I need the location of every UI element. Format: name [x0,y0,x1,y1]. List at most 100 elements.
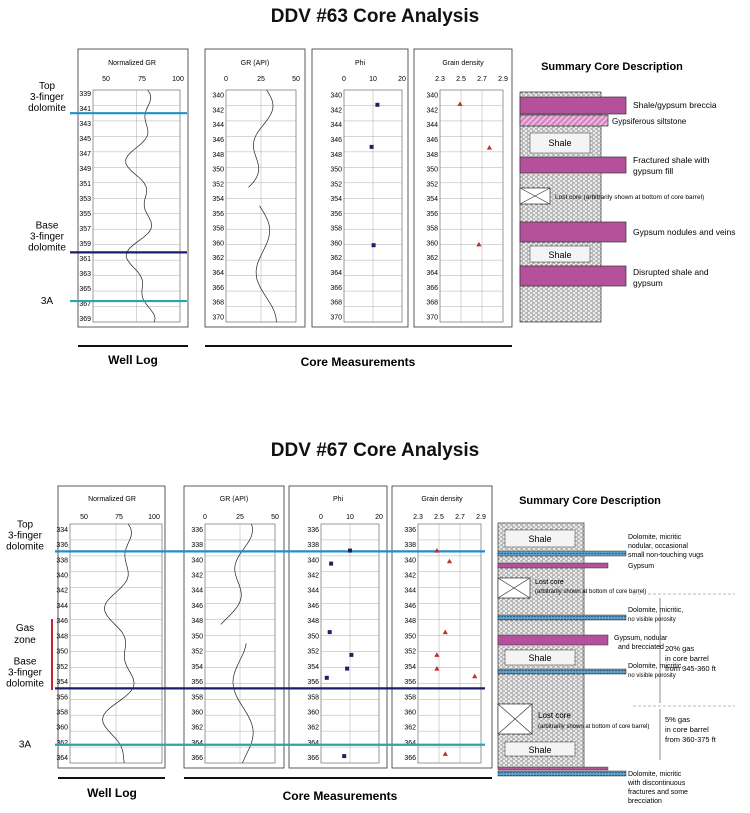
gd-title: Grain density [442,60,484,67]
depth-tick-label: 340 [426,93,438,100]
depth-tick-label: 348 [404,618,416,625]
marker-labels: Top 3-finger dolomite Base 3-finger dolomite 3… [28,81,66,307]
depth-tick-label: 350 [404,633,416,640]
depth-tick-label: 342 [307,572,319,579]
depth-tick-label: 358 [307,694,319,701]
gr-plot [225,89,297,323]
depth-tick-label: 346 [307,603,319,610]
grain-density-point [486,145,492,150]
analysis-title: DDV #63 Core Analysis [271,6,479,27]
depth-tick-label: 338 [56,557,68,564]
gr-tick: 25 [236,514,244,521]
ngr-title: Normalized GR [108,60,156,67]
ngr-panel [57,485,166,769]
gr-curve [220,523,253,625]
gr-title: GR (API) [220,496,248,503]
depth-tick-label: 350 [330,167,342,174]
gypsum-nodules-bed [519,221,627,243]
description: Dolomite, micritic nodular, occasional sma… [628,534,704,559]
phi-plot [320,523,380,764]
gas-note: 5% gas in core barrel from 360-375 ft [665,715,717,744]
depth-tick-label: 345 [79,136,91,143]
dolomite-bed [497,770,627,777]
description: Shale/gypsum breccia [633,100,717,110]
gr-plot [204,523,276,764]
log-curve [102,523,135,764]
depth-tick-label: 344 [191,588,203,595]
depth-tick-label: 356 [212,211,224,218]
gr-curve [248,89,274,188]
gd-tick: 2.5 [456,76,466,83]
depth-tick-label: 347 [79,151,91,158]
depth-tick-label: 348 [191,618,203,625]
gr-title: GR (API) [241,60,269,67]
shale-label: Shale [548,138,571,148]
depth-tick-label: 344 [212,122,224,129]
depth-tick-label: 346 [426,137,438,144]
depth-tick-label: 358 [330,226,342,233]
depth-tick-label: 350 [426,167,438,174]
phi-points [324,548,354,759]
ngr-tick: 75 [115,514,123,521]
depth-tick-label: 365 [79,286,91,293]
marker-label-top: Top 3-finger dolomite [28,81,66,114]
depth-axis-gr: 340 342 344 346 348 350 352 354 356 358 360 362 364 3… [212,93,224,322]
marker-label-a3: 3A [19,740,32,751]
ngr-panel [77,48,189,328]
grain-density-point [472,673,478,679]
gas-zone-label: Gas zone [14,623,36,646]
gypsum-nodular-bed [497,634,609,646]
depth-tick-label: 350 [212,167,224,174]
phi-panel [311,48,409,328]
description: Dolomite, micritic, no visible porosity [628,663,683,679]
depth-tick-label: 370 [330,314,342,321]
ngr-plot [69,523,163,764]
phi-tick: 0 [342,76,346,83]
gr-curve [255,205,277,323]
gypsum-breccia-bed [519,96,627,115]
depth-tick-label: 340 [330,93,342,100]
depth-tick-label: 364 [191,740,203,747]
grain-density-points [434,548,478,756]
description: Gypsiferous siltstone [612,117,687,126]
depth-tick-label: 354 [212,196,224,203]
phi-tick: 10 [369,76,377,83]
depth-tick-label: 352 [426,181,438,188]
ngr-tick: 100 [148,514,160,521]
gd-tick: 2.5 [434,514,444,521]
depth-tick-label: 340 [307,557,319,564]
gd-panel [413,48,513,328]
depth-tick-label: 356 [404,679,416,686]
depth-tick-label: 368 [330,300,342,307]
phi-point [369,144,374,149]
depth-tick-label: 362 [212,255,224,262]
depth-tick-label: 358 [404,694,416,701]
phi-point [371,243,376,248]
depth-tick-label: 366 [404,755,416,762]
depth-axis-gd: 340 342 344 346 348 350 352 354 356 358 360 362 364 3… [426,93,438,322]
phi-point [324,675,329,680]
marker-lines [55,550,485,746]
grain-density-points [457,101,492,247]
depth-tick-label: 352 [404,649,416,656]
depth-tick-label: 356 [191,679,203,686]
depth-tick-label: 354 [330,196,342,203]
depth-tick-label: 354 [56,679,68,686]
depth-tick-label: 358 [426,226,438,233]
depth-tick-label: 336 [56,542,68,549]
depth-tick-label: 362 [191,725,203,732]
marker-label-top: Top 3-finger dolomite [6,519,44,552]
depth-tick-label: 360 [56,725,68,732]
depth-tick-label: 352 [330,181,342,188]
plot-frame [439,89,504,323]
gd-tick: 2.9 [476,514,486,521]
ngr-tick: 100 [172,76,184,83]
depth-tick-label: 344 [56,603,68,610]
description: Gypsum [628,563,654,570]
gr-curve [232,643,254,764]
depth-tick-label: 354 [404,664,416,671]
depth-tick-label: 366 [212,285,224,292]
gd-plot [439,89,504,323]
depth-axis-phi: 340 342 344 346 348 350 352 354 356 358 360 362 364 3… [330,93,342,322]
marker-label-base: Base 3-finger dolomite [28,220,66,253]
